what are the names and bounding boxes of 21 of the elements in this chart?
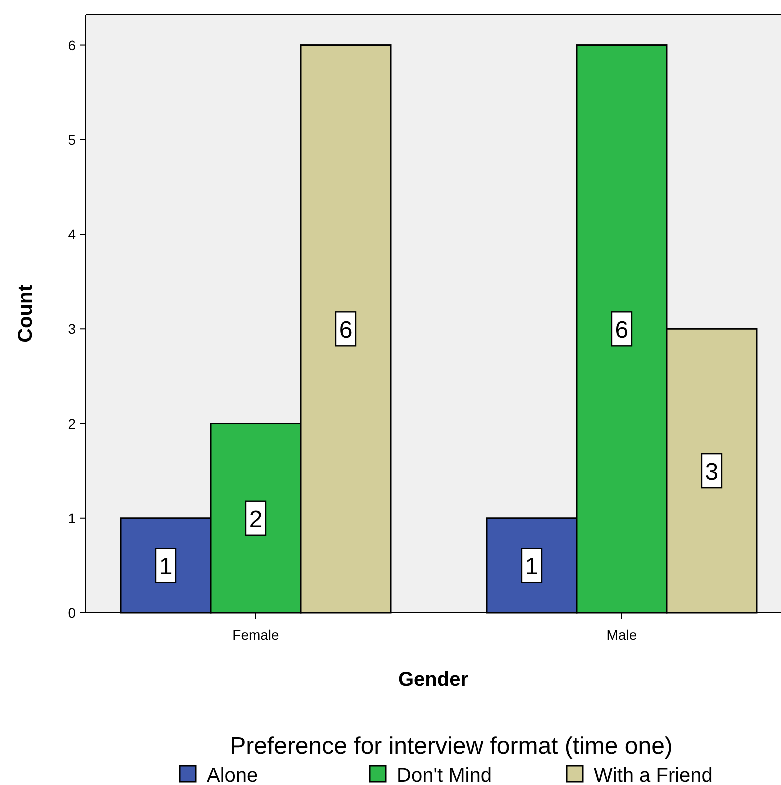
data-label: 1 <box>159 554 173 581</box>
x-tick-label: Male <box>606 627 638 643</box>
data-label: 6 <box>339 317 353 344</box>
y-axis-title: Count <box>15 284 37 343</box>
legend-label: With a Friend <box>594 765 713 785</box>
x-axis-title: Gender <box>398 669 469 691</box>
data-label: 2 <box>249 506 263 534</box>
data-label: 1 <box>525 554 539 581</box>
legend-label: Don't Mind <box>397 765 492 785</box>
data-label: 3 <box>705 459 719 486</box>
y-tick-label: 4 <box>68 226 76 243</box>
y-tick-label: 1 <box>68 510 76 526</box>
legend-label: Alone <box>207 765 258 785</box>
y-tick-label: 5 <box>68 132 76 148</box>
x-tick-label: Female <box>232 627 280 643</box>
y-tick-label: 6 <box>68 37 76 54</box>
y-tick-label: 0 <box>68 605 76 621</box>
y-tick-label: 3 <box>68 321 76 338</box>
legend-title: Preference for interview format (time one) <box>230 733 673 760</box>
data-label: 6 <box>615 317 629 344</box>
y-tick-label: 2 <box>68 416 76 432</box>
